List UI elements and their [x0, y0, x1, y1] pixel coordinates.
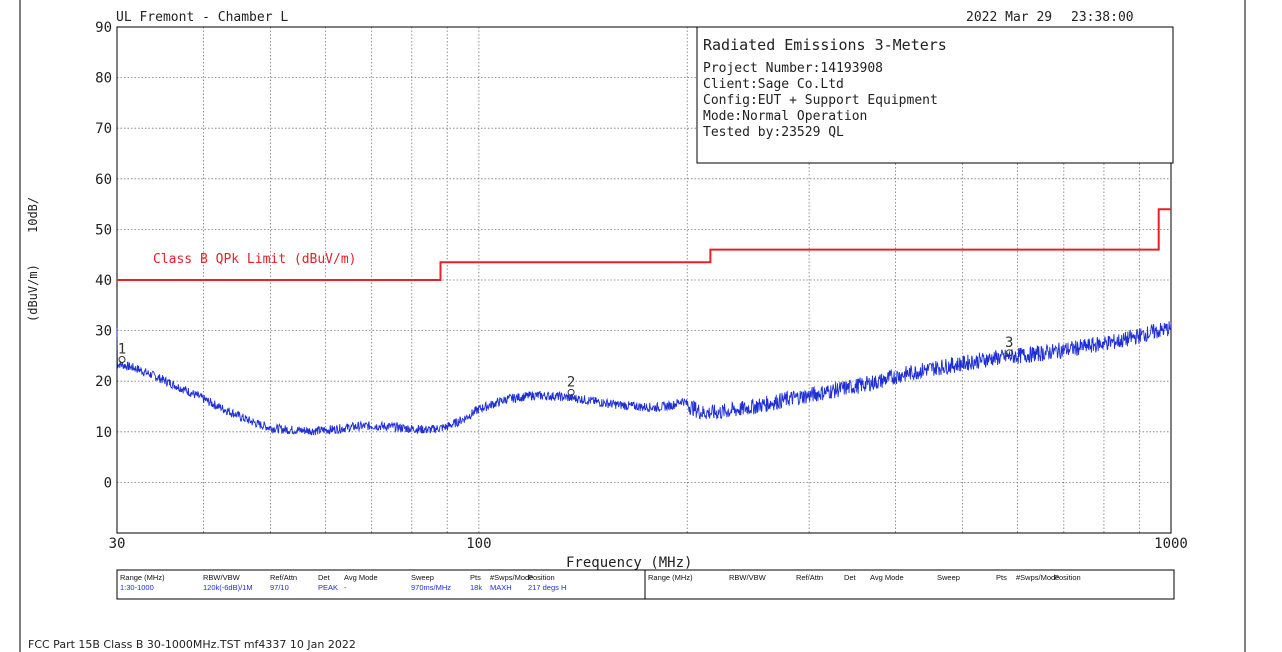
settings-value: 217 degs H [528, 583, 566, 592]
settings-header: Ref/Attn [270, 573, 297, 582]
info-title: Radiated Emissions 3-Meters [703, 36, 947, 54]
settings-header: Position [1054, 573, 1081, 582]
limit-label: Class B QPk Limit (dBuV/m) [153, 252, 357, 267]
y-tick-label: 80 [95, 71, 112, 87]
info-line: Config:EUT + Support Equipment [703, 93, 938, 108]
header-date: 2022 Mar 29 [966, 10, 1052, 25]
settings-header: RBW/VBW [203, 573, 241, 582]
settings-header: #Swps/Mode [490, 573, 533, 582]
settings-header: Ref/Attn [796, 573, 823, 582]
site-title: UL Fremont - Chamber L [116, 10, 288, 25]
markers: 1 2 3 [118, 335, 1013, 396]
settings-header: #Swps/Mode [1016, 573, 1059, 582]
settings-header: Avg Mode [870, 573, 904, 582]
settings-header: RBW/VBW [729, 573, 767, 582]
settings-header: Pts [996, 573, 1007, 582]
info-box [696, 26, 1174, 164]
y-tick-label: 90 [95, 20, 112, 36]
settings-value: 120k(-6dB)/1M [203, 583, 253, 592]
settings-value: 18k [470, 583, 482, 592]
x-tick-label: 100 [466, 536, 491, 552]
y-tick-label: 30 [95, 324, 112, 340]
marker-point [1005, 349, 1013, 357]
settings-cells: Range (MHz) RBW/VBW Ref/Attn Det Avg Mode Swe… [120, 573, 1081, 592]
y-axis-label: (dBuV/m) [26, 264, 40, 322]
y-tick-label: 60 [95, 172, 112, 188]
settings-header: Sweep [411, 573, 434, 582]
y-tick-label: 10 [95, 425, 112, 441]
settings-value: PEAK [318, 583, 338, 592]
y-tick-label: 70 [95, 121, 112, 137]
marker-point [118, 355, 126, 363]
settings-header: Sweep [937, 573, 960, 582]
header-time: 23:38:00 [1071, 10, 1134, 25]
limit-path [117, 208, 1171, 281]
x-axis-label: Frequency (MHz) [566, 555, 692, 571]
marker-point [567, 388, 575, 396]
y-tick-labels: 90 80 70 60 50 40 30 20 10 0 [95, 20, 112, 491]
settings-header: Range (MHz) [120, 573, 165, 582]
settings-value: MAXH [490, 583, 512, 592]
y-tick-label: 40 [95, 273, 112, 289]
y-scale-label: 10dB/ [26, 197, 40, 233]
settings-value: 1:30-1000 [120, 583, 154, 592]
x-tick-label: 1000 [1154, 536, 1188, 552]
trace-path [116, 321, 1172, 436]
footer-test-file: FCC Part 15B Class B 30-1000MHz.TST mf43… [28, 638, 356, 651]
marker-label: 3 [1005, 335, 1013, 351]
settings-value: 97/10 [270, 583, 289, 592]
settings-header: Det [318, 573, 331, 582]
settings-header: Det [844, 573, 857, 582]
settings-header: Range (MHz) [648, 573, 693, 582]
settings-header: Avg Mode [344, 573, 378, 582]
x-tick-label: 30 [109, 536, 126, 552]
settings-value: 970ms/MHz [411, 583, 451, 592]
y-tick-label: 0 [104, 475, 112, 491]
limit-line [117, 208, 1171, 281]
settings-header: Position [528, 573, 555, 582]
info-line: Project Number:14193908 [703, 61, 883, 76]
y-tick-label: 20 [95, 374, 112, 390]
settings-value: - [344, 583, 347, 592]
y-tick-label: 50 [95, 222, 112, 238]
emission-trace [116, 321, 1172, 436]
info-line: Client:Sage Co.Ltd [703, 77, 844, 92]
info-line: Mode:Normal Operation [703, 109, 867, 124]
marker-label: 1 [118, 341, 126, 357]
info-line: Tested by:23529 QL [703, 125, 844, 140]
marker-label: 2 [567, 374, 575, 390]
settings-header: Pts [470, 573, 481, 582]
x-tick-labels: 30 100 1000 [109, 536, 1188, 552]
